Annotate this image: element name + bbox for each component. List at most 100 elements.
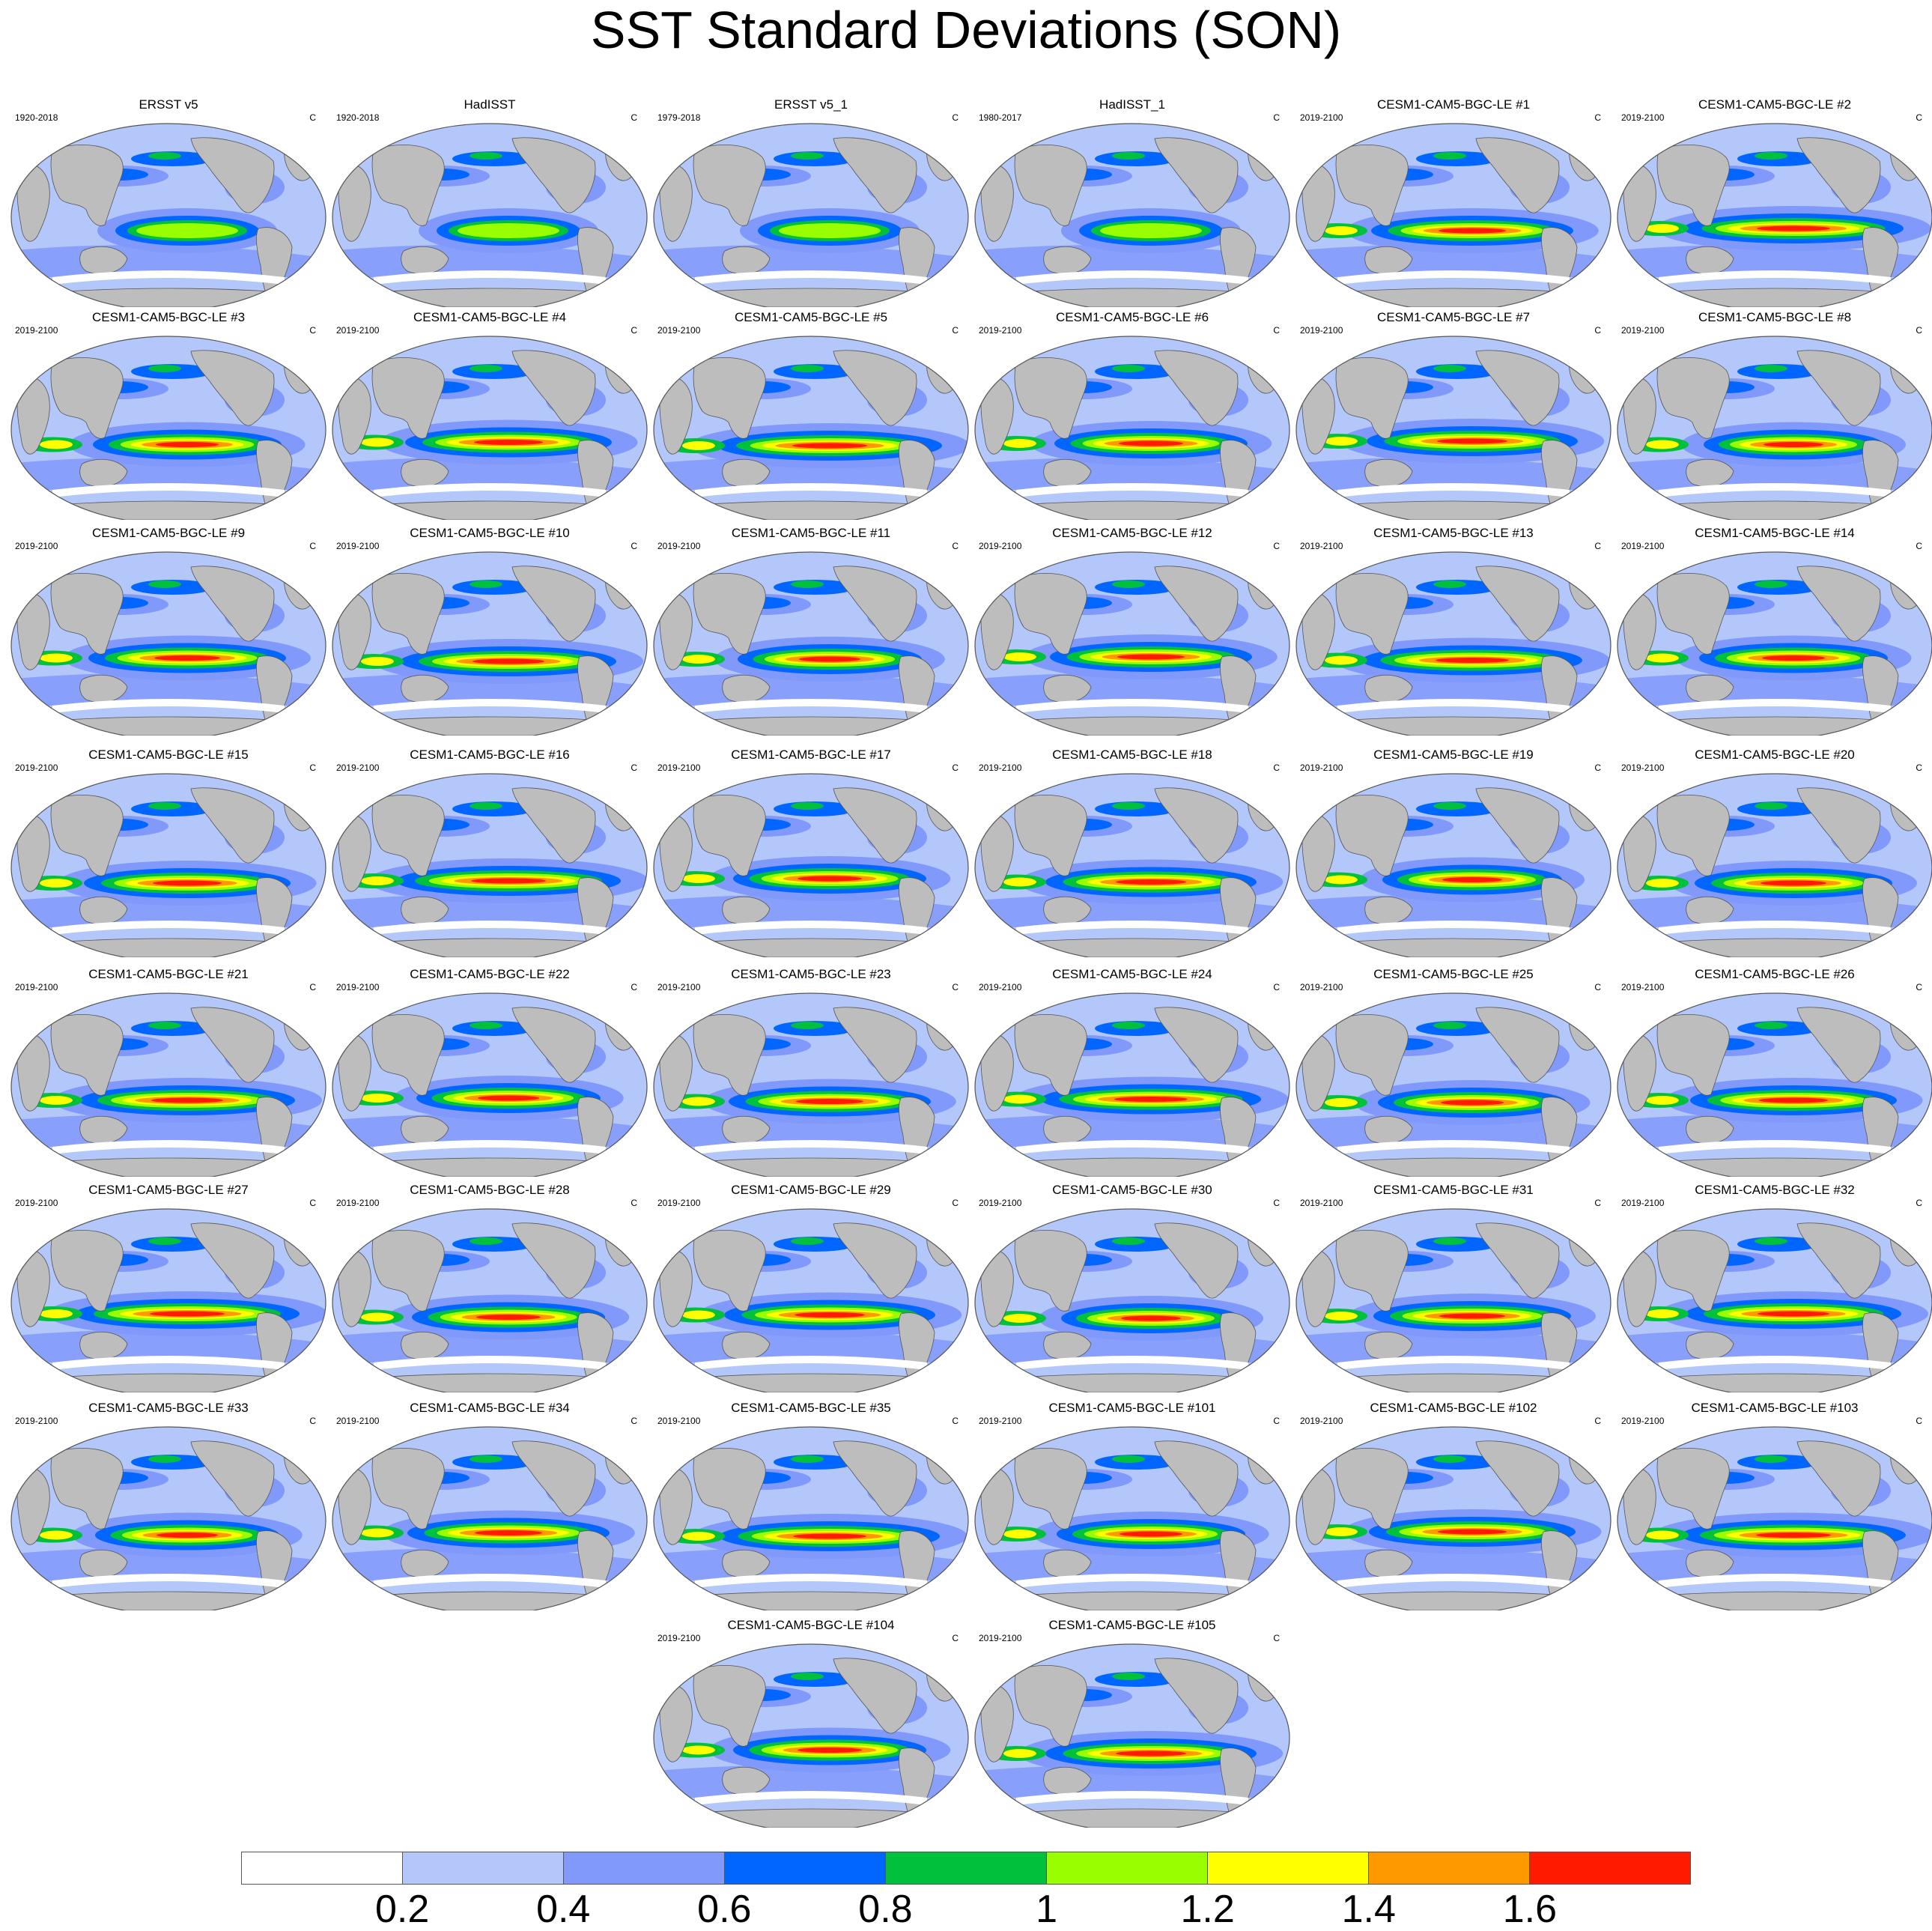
sst-map [7, 1183, 329, 1392]
sst-map [1292, 967, 1614, 1177]
sst-map [329, 1183, 651, 1392]
colorbar-box [242, 1852, 403, 1884]
colorbar-label: 0.8 [833, 1889, 938, 1930]
sst-map [1292, 748, 1614, 957]
sst-map [1292, 310, 1614, 520]
sst-map [650, 1618, 972, 1828]
sst-map [971, 748, 1293, 957]
sst-map [971, 967, 1293, 1177]
colorbar-label: 0.4 [511, 1889, 616, 1930]
sst-map [1614, 310, 1932, 520]
sst-map [971, 526, 1293, 736]
sst-map [1614, 97, 1932, 307]
colorbar-box [1208, 1852, 1369, 1884]
sst-map [329, 748, 651, 957]
sst-map [7, 97, 329, 307]
sst-map [650, 526, 972, 736]
colorbar-box [1530, 1852, 1690, 1884]
sst-map [1614, 967, 1932, 1177]
sst-map [329, 310, 651, 520]
sst-map [650, 748, 972, 957]
colorbar-box [1047, 1852, 1208, 1884]
sst-map [1614, 1401, 1932, 1610]
sst-map [1614, 526, 1932, 736]
colorbar-label: 1 [994, 1889, 1099, 1930]
colorbar-labels: 0.2 0.4 0.6 0.8 1 1.2 1.4 1.6 [241, 1889, 1691, 1930]
colorbar-label: 0.6 [672, 1889, 777, 1930]
sst-map [329, 967, 651, 1177]
sst-map [971, 310, 1293, 520]
colorbar-box [725, 1852, 886, 1884]
colorbar-label: 1.2 [1155, 1889, 1260, 1930]
sst-map [1292, 526, 1614, 736]
sst-map [1292, 97, 1614, 307]
sst-map [1292, 1183, 1614, 1392]
colorbar-label: 0.2 [350, 1889, 455, 1930]
colorbar-box [1369, 1852, 1530, 1884]
sst-map [1614, 748, 1932, 957]
sst-map [7, 310, 329, 520]
colorbar-box [886, 1852, 1047, 1884]
sst-map [329, 97, 651, 307]
colorbar-box [403, 1852, 564, 1884]
sst-map [971, 97, 1293, 307]
sst-map [7, 748, 329, 957]
sst-map [7, 967, 329, 1177]
sst-map [971, 1618, 1293, 1828]
colorbar [241, 1852, 1691, 1885]
colorbar-box [564, 1852, 725, 1884]
sst-map [7, 526, 329, 736]
sst-map [650, 967, 972, 1177]
sst-map [1292, 1401, 1614, 1610]
sst-map [7, 1401, 329, 1610]
sst-map [329, 1401, 651, 1610]
sst-map [650, 1183, 972, 1392]
colorbar-label: 1.6 [1477, 1889, 1582, 1930]
sst-map [650, 310, 972, 520]
colorbar-label: 1.4 [1316, 1889, 1421, 1930]
sst-map [329, 526, 651, 736]
sst-map [650, 97, 972, 307]
sst-map [971, 1183, 1293, 1392]
sst-map [650, 1401, 972, 1610]
